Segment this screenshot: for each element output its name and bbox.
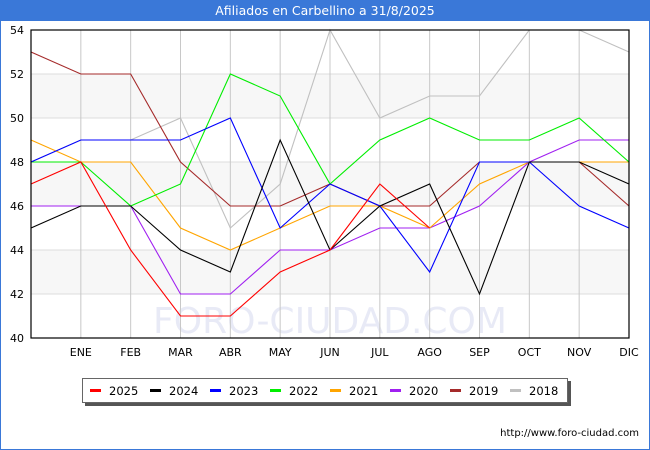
tick-labels: 40 42 44 46 48 50 52 54 ENE FEB MAR ABR MAY JUN JUL AGO…	[10, 24, 639, 359]
legend-swatch	[210, 389, 221, 392]
legend-label: 2024	[169, 383, 199, 398]
y-tick-label: 46	[10, 200, 24, 213]
legend-label: 2021	[349, 383, 379, 398]
legend-item-2019: 2019	[446, 384, 503, 398]
legend-label: 2022	[289, 383, 319, 398]
x-tick-label: ABR	[219, 346, 242, 359]
legend-label: 2023	[229, 383, 259, 398]
y-tick-label: 50	[10, 112, 24, 125]
y-tick-label: 40	[10, 332, 24, 345]
legend-item-2018: 2018	[506, 384, 563, 398]
legend-swatch	[450, 389, 461, 392]
legend-item-2025: 2025	[86, 384, 143, 398]
legend: 2025 2024 2023 2022 2021 2020 2019 2018	[82, 378, 568, 403]
legend-swatch	[90, 389, 101, 392]
x-tick-label: MAY	[269, 346, 292, 359]
x-tick-label: NOV	[567, 346, 592, 359]
series-lines	[30, 28, 630, 339]
legend-swatch	[390, 389, 401, 392]
x-tick-label: JUN	[319, 346, 340, 359]
y-tick-label: 54	[10, 24, 24, 37]
legend-swatch	[510, 389, 521, 392]
legend-item-2020: 2020	[386, 384, 443, 398]
plot-border	[30, 29, 630, 339]
legend-swatch	[270, 389, 281, 392]
legend-label: 2025	[109, 383, 139, 398]
y-tick-label: 42	[10, 288, 24, 301]
legend-item-2022: 2022	[266, 384, 323, 398]
chart-title: Afiliados en Carbellino a 31/8/2025	[0, 0, 650, 21]
legend-item-2023: 2023	[206, 384, 263, 398]
y-tick-label: 48	[10, 156, 24, 169]
y-tick-label: 44	[10, 244, 24, 257]
legend-label: 2018	[529, 383, 559, 398]
legend-swatch	[150, 389, 161, 392]
x-tick-label: JUL	[370, 346, 389, 359]
footer-url[interactable]: http://www.foro-ciudad.com	[500, 428, 639, 439]
y-tick-label: 52	[10, 68, 24, 81]
legend-item-2021: 2021	[326, 384, 383, 398]
x-tick-label: MAR	[168, 346, 193, 359]
x-tick-label: SEP	[469, 346, 490, 359]
x-tick-label: FEB	[120, 346, 141, 359]
series-line-2025	[30, 161, 431, 317]
legend-label: 2020	[409, 383, 439, 398]
legend-swatch	[330, 389, 341, 392]
x-tick-label: ENE	[70, 346, 92, 359]
x-tick-label: AGO	[417, 346, 442, 359]
legend-label: 2019	[469, 383, 499, 398]
x-tick-label: DIC	[619, 346, 639, 359]
legend-item-2024: 2024	[146, 384, 203, 398]
x-tick-label: OCT	[518, 346, 541, 359]
